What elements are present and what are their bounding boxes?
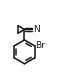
Text: N: N [33, 25, 39, 34]
Text: Br: Br [35, 41, 45, 50]
